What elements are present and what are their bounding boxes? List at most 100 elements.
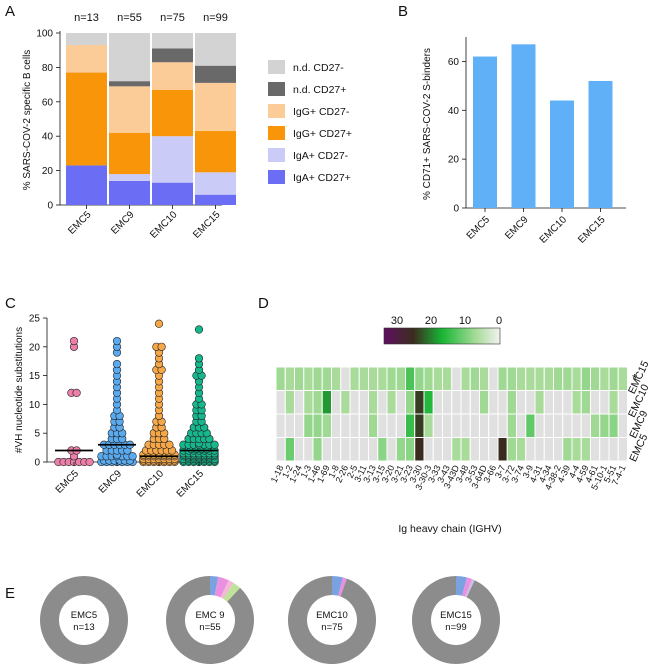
panel-d-cell-emc9-4-38-2 (553, 413, 564, 438)
panel-d-cell-emc10-3-9 (525, 390, 536, 415)
panel-d-colorbar-tick: 30 (391, 315, 403, 327)
panel-d-cell-emc10-4-39 (562, 390, 573, 415)
panel-d-cell-emc5-1-69 (321, 437, 332, 462)
panel-c-point-emc9 (128, 452, 137, 461)
panel-d-cell-emc9-1-69 (321, 413, 332, 438)
panel-a-bar-emc15-igg-cd27 (195, 82, 236, 132)
panel-d-cell-emc15-4-59 (580, 366, 591, 391)
panel-e-slice-emc10-2 (288, 576, 377, 665)
panel-d-cell-emc5-1-8 (331, 437, 342, 462)
panel-d-cell-emc5-3-20 (386, 437, 397, 462)
panel-e-slice-emc9-4 (166, 576, 255, 664)
panel-a-bar-emc15-n-d-cd27 (195, 65, 236, 83)
panel-letter-b: B (398, 3, 408, 20)
panel-d-cell-emc10-3-13 (368, 390, 379, 415)
panel-d-col-label: 1-2 (280, 464, 295, 480)
panel-a-n-label: n=55 (117, 12, 142, 24)
panel-d-cell-emc10-3-15 (377, 390, 388, 415)
panel-a-n-label: n=99 (203, 12, 228, 24)
panel-d-cell-emc15-1-2 (284, 366, 295, 391)
panel-d-cell-emc15-3-21 (395, 366, 406, 391)
panel-d-cell-emc5-4-38-2 (553, 437, 564, 462)
panel-d-col-label: 1-8 (326, 464, 341, 480)
panel-b-ylabel: % CD71+ SARS-COV-2 S-binders (422, 48, 433, 200)
panel-d-cell-emc10-4-59 (580, 390, 591, 415)
panel-c-xtick-label: EMC5 (54, 468, 82, 496)
panel-a-legend-label: IgG+ CD27+ (293, 128, 352, 140)
panel-c-ytick-label: 10 (29, 400, 41, 411)
panel-d-cell-emc5-3-7 (497, 437, 508, 462)
panel-d-col-label: 3-7 (493, 464, 508, 480)
panel-d-cell-emc9-1-8 (331, 413, 342, 438)
panel-d-cell-emc5-3-72 (506, 437, 517, 462)
panel-c-point-emc15 (194, 354, 204, 363)
panel-d-cell-emc5-3-64d (479, 437, 490, 462)
panel-d-cell-emc15-4-31 (534, 366, 545, 391)
panel-d-cell-emc9-3-15 (377, 413, 388, 438)
panel-a-ytick-label: 20 (42, 166, 54, 177)
panel-a-bar-emc9-n-d-cd27 (109, 33, 150, 82)
panel-d-cell-emc15-1-3 (303, 366, 314, 391)
panel-c-ytick-label: 15 (29, 371, 41, 382)
panel-a-xtick-label: EMC5 (66, 209, 94, 237)
panel-e-slice-emc9-2 (220, 580, 234, 599)
panel-c-ytick-label: 20 (29, 342, 41, 353)
panel-d-cell-emc5-4-34 (543, 437, 554, 462)
panel-d-cell-emc9-4-34 (543, 413, 554, 438)
panel-d-cell-emc10-3-21 (395, 390, 406, 415)
panel-c-point-emc15 (194, 325, 204, 334)
panel-e-slice-emc15-1 (462, 577, 473, 597)
panel-d-cell-emc9-5-10-1 (599, 413, 610, 438)
panel-d-cell-emc10-4-31 (534, 390, 545, 415)
panel-a-legend-label: n.d. CD27- (293, 62, 344, 74)
panel-d-cell-emc9-3-64d (479, 413, 490, 438)
panel-d-cell-emc5-3-9 (525, 437, 536, 462)
panel-c-point-emc15 (210, 440, 219, 449)
panel-a-legend-label: IgA+ CD27+ (293, 172, 351, 184)
panel-d-cell-emc15-3-30-3 (423, 366, 434, 391)
panel-d-colorbar-tick: 0 (496, 315, 502, 327)
panel-d-cell-emc15-3-64d (479, 366, 490, 391)
panel-d-cell-emc9-3-20 (386, 413, 397, 438)
panel-c-point-emc10 (154, 319, 164, 328)
panel-a-bar-emc15-iga-cd27 (195, 194, 236, 205)
panel-d-cell-emc10-5-10-1 (599, 390, 610, 415)
panel-b-ytick-label: 20 (448, 155, 460, 166)
panel-letter-c: C (5, 295, 16, 312)
panel-b-bar-emc10 (550, 100, 574, 208)
panel-c-xtick-label: EMC9 (97, 468, 125, 496)
panel-e-donut-label: EMC10 (316, 610, 348, 621)
panel-d-cell-emc15-1-8 (331, 366, 342, 391)
panel-c-ylabel: #VH nucleotide substitutions (14, 327, 25, 453)
panel-b-ytick-label: 40 (448, 106, 460, 117)
panel-d-colorbar (383, 327, 501, 345)
panel-d-cell-emc5-1-24 (294, 437, 305, 462)
panel-d-cell-emc9-1-3 (303, 413, 314, 438)
panel-d-cell-emc5-7-4-1 (617, 437, 628, 462)
panel-d-cell-emc10-1-69 (321, 390, 332, 415)
panel-d-cell-emc15-1-18 (275, 366, 286, 391)
panel-a-ytick-label: 60 (42, 97, 54, 108)
panel-d-cell-emc15-3-9 (525, 366, 536, 391)
panel-e-slice-emc10-0 (332, 576, 343, 596)
panel-c-point-emc5 (69, 336, 79, 346)
panel-d-cell-emc10-3-11 (358, 390, 369, 415)
panel-b-xtick-label: EMC5 (465, 214, 493, 242)
panel-a-bar-emc10-iga-cd27 (152, 136, 193, 183)
panel-e-donut-n: n=13 (73, 622, 94, 633)
panel-d-cell-emc5-1-2 (284, 437, 295, 462)
panel-b-bar-emc15 (588, 80, 613, 208)
panel-d-cell-emc15-4-61 (590, 366, 601, 391)
panel-d-cell-emc15-3-33 (432, 366, 443, 391)
panel-d-cell-emc5-3-30-3 (423, 437, 434, 462)
panel-e-donut-n: n=55 (199, 622, 220, 633)
panel-d-cell-emc5-3-43d (451, 437, 462, 462)
panel-d-cell-emc5-3-48 (460, 437, 471, 462)
panel-a-bar-emc5-n-d-cd27 (66, 33, 107, 46)
panel-d-cell-emc10-7-4-1 (617, 390, 628, 415)
panel-d-cell-emc9-3-11 (358, 413, 369, 438)
panel-d-cell-emc10-2-26 (340, 390, 351, 415)
panel-b-ytick-label: 60 (448, 57, 460, 68)
panel-a-xtick-label: EMC10 (148, 209, 180, 241)
panel-d-cell-emc10-3-43 (442, 390, 453, 415)
